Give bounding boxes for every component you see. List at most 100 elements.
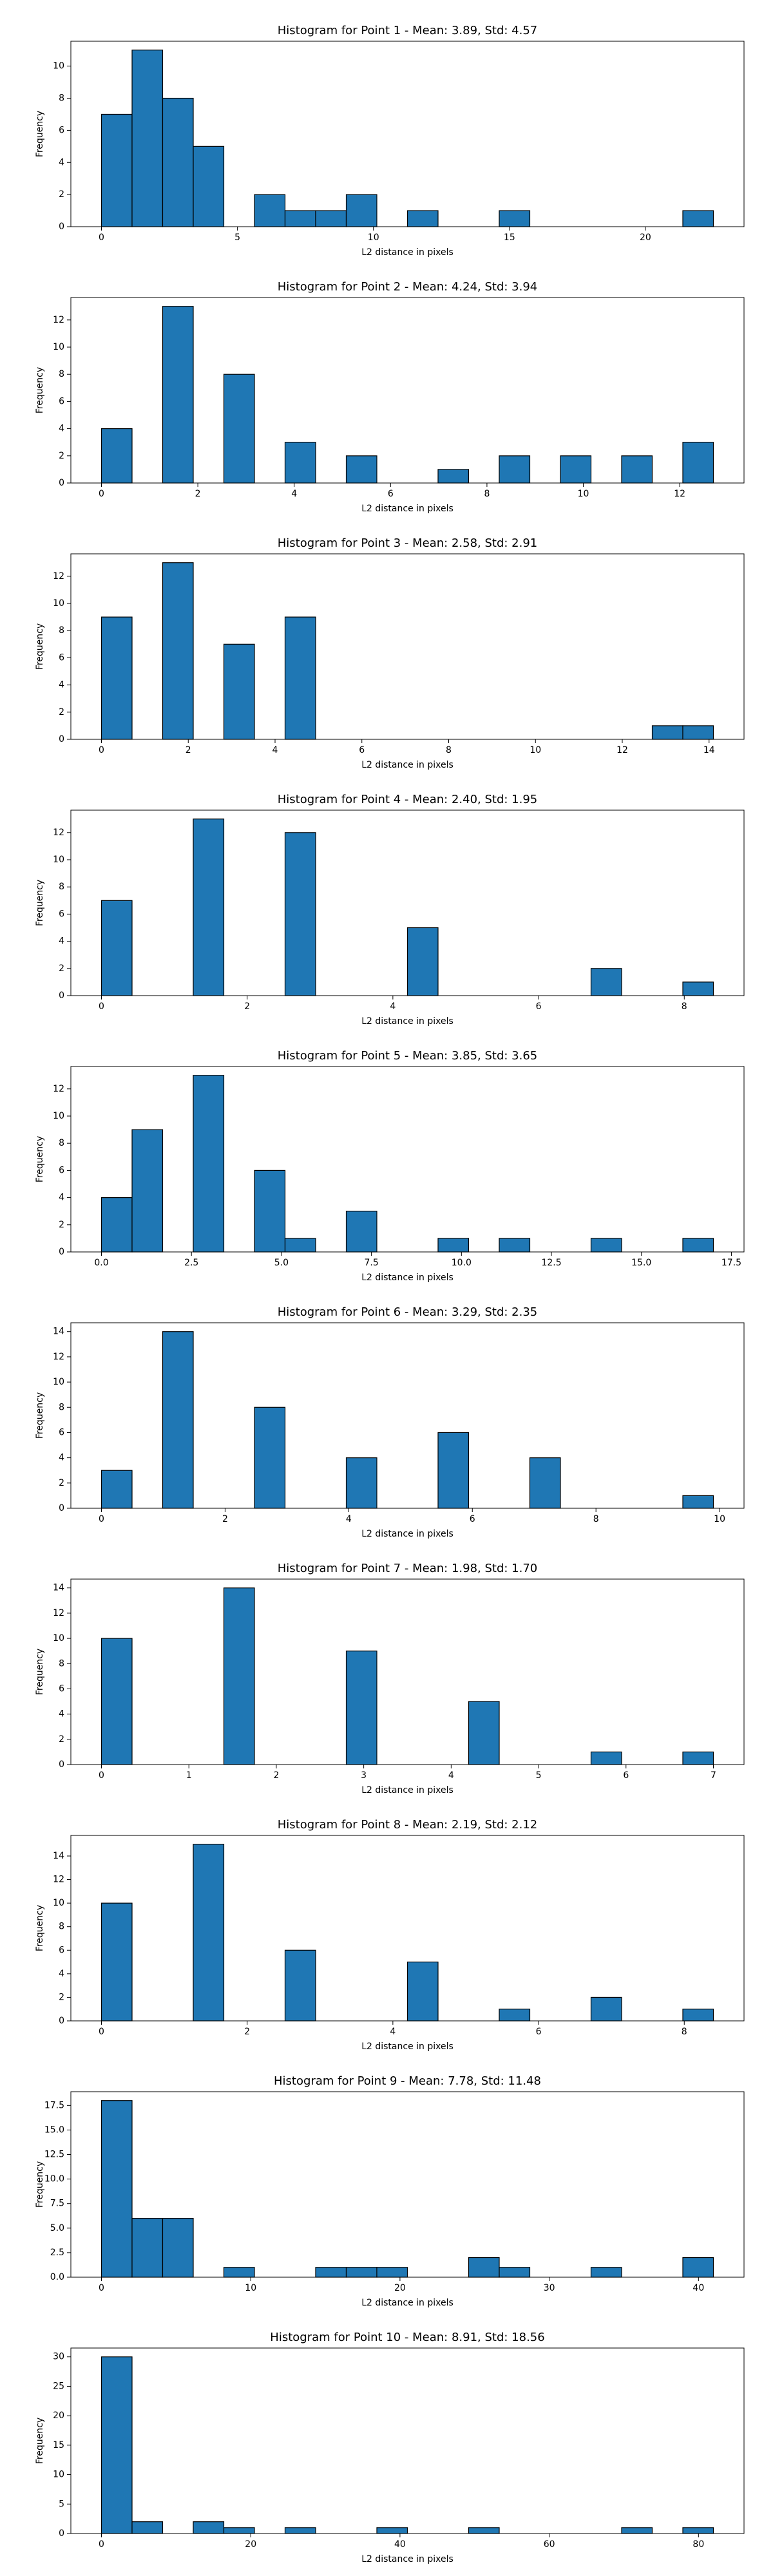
y-tick-label: 2: [59, 1478, 64, 1488]
bar: [682, 1238, 714, 1253]
chart-title: Histogram for Point 9 - Mean: 7.78, Std:…: [274, 2074, 541, 2088]
x-tick-label: 10: [245, 2283, 256, 2293]
x-tick-label: 10: [714, 1514, 725, 1524]
y-tick-label: 5: [59, 2499, 64, 2509]
chart-title: Histogram for Point 2 - Mean: 4.24, Std:…: [278, 280, 538, 294]
y-tick-label: 10: [53, 1633, 64, 1643]
y-tick-label: 8: [59, 93, 64, 104]
x-tick-label: 3: [361, 1770, 367, 1781]
bar: [100, 1470, 133, 1509]
y-tick-label: 10: [53, 598, 64, 609]
x-axis-label: L2 distance in pixels: [361, 2298, 453, 2308]
x-tick-label: 5.0: [274, 1258, 289, 1268]
x-tick-label: 14: [703, 745, 715, 755]
chart-title: Histogram for Point 7 - Mean: 1.98, Std:…: [278, 1562, 538, 1575]
axes-frame: [70, 297, 745, 484]
x-tick-label: 2.5: [184, 1258, 198, 1268]
x-tick-label: 4: [448, 1770, 454, 1781]
bar: [621, 2527, 653, 2534]
y-tick-label: 8: [59, 625, 64, 636]
y-axis-label: Frequency: [35, 1905, 45, 1951]
axes-frame: [70, 1066, 745, 1253]
bar: [100, 113, 133, 227]
y-axis-label: Frequency: [35, 623, 45, 670]
x-tick-label: 6: [470, 1514, 475, 1524]
axes-frame: [70, 1322, 745, 1509]
bar: [223, 1587, 255, 1765]
y-tick-label: 4: [59, 1193, 64, 1203]
y-tick-label: 12: [53, 315, 64, 325]
x-tick-label: 12: [674, 489, 685, 499]
bar: [193, 146, 225, 227]
y-tick-label: 0.0: [50, 2272, 64, 2282]
bar: [193, 2521, 225, 2534]
y-axis-label: Frequency: [35, 880, 45, 926]
y-tick-label: 14: [53, 1583, 64, 1593]
bar: [131, 2521, 164, 2534]
bar: [345, 1457, 377, 1509]
y-axis-label: Frequency: [35, 2161, 45, 2208]
bar: [682, 442, 714, 484]
chart-title: Histogram for Point 8 - Mean: 2.19, Std:…: [278, 1818, 538, 1832]
bar: [682, 2009, 714, 2022]
y-tick-label: 6: [59, 652, 64, 663]
y-tick-label: 6: [59, 125, 64, 135]
chart-title: Histogram for Point 5 - Mean: 3.85, Std:…: [278, 1049, 538, 1063]
y-axis-label: Frequency: [35, 1649, 45, 1695]
y-tick-label: 6: [59, 1165, 64, 1175]
x-tick-label: 10: [530, 745, 541, 755]
x-tick-label: 0: [99, 1770, 104, 1781]
y-tick-label: 8: [59, 369, 64, 379]
y-tick-label: 0: [59, 990, 64, 1001]
y-tick-label: 10: [53, 2470, 64, 2480]
x-axis-label: L2 distance in pixels: [361, 1016, 453, 1027]
y-tick-label: 0: [59, 478, 64, 488]
bar: [284, 1949, 316, 2022]
axes-frame: [70, 41, 745, 227]
axes-frame: [70, 1835, 745, 2022]
y-tick-label: 4: [59, 1709, 64, 1719]
y-tick-label: 2: [59, 963, 64, 974]
x-tick-label: 2: [244, 2027, 250, 2037]
bar: [284, 210, 316, 227]
bar: [376, 2267, 408, 2278]
x-tick-label: 8: [682, 1001, 687, 1012]
x-tick-label: 4: [272, 745, 278, 755]
bar: [345, 194, 377, 227]
bar: [468, 2527, 500, 2534]
x-tick-label: 0: [99, 2539, 104, 2550]
bar: [162, 2217, 194, 2278]
bar: [131, 2217, 164, 2278]
bar: [162, 1331, 194, 1509]
y-tick-label: 10: [53, 342, 64, 352]
x-tick-label: 12.5: [541, 1258, 561, 1268]
bar: [131, 1129, 164, 1253]
bar: [406, 210, 439, 227]
bar: [193, 1075, 225, 1253]
x-tick-label: 6: [536, 2027, 542, 2037]
x-tick-label: 20: [394, 2283, 406, 2293]
y-tick-label: 2: [59, 707, 64, 717]
x-tick-label: 30: [544, 2283, 555, 2293]
bar: [284, 1238, 316, 1253]
bar: [590, 968, 622, 996]
y-tick-label: 30: [53, 2352, 64, 2362]
x-tick-label: 0: [99, 2027, 104, 2037]
x-tick-label: 2: [273, 1770, 279, 1781]
bar: [100, 1197, 133, 1253]
bar: [100, 1902, 133, 2022]
y-tick-label: 0: [59, 1759, 64, 1770]
x-tick-label: 4: [291, 489, 297, 499]
y-tick-label: 8: [59, 1138, 64, 1148]
y-tick-label: 8: [59, 882, 64, 892]
x-tick-label: 0.0: [94, 1258, 108, 1268]
x-tick-label: 6: [359, 745, 365, 755]
x-axis-label: L2 distance in pixels: [361, 1273, 453, 1283]
y-tick-label: 4: [59, 424, 64, 434]
bar: [560, 455, 592, 484]
bar: [406, 927, 439, 996]
bar: [682, 1751, 714, 1765]
y-tick-label: 0: [59, 1247, 64, 1257]
x-tick-label: 40: [394, 2539, 406, 2550]
